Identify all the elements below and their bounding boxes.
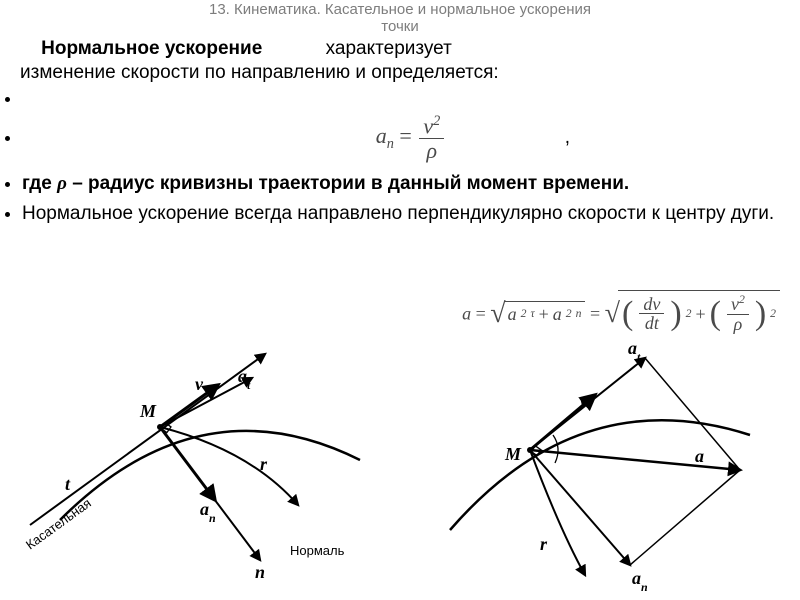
ta-an-sub: n — [576, 308, 582, 320]
f1-num-sup: 2 — [433, 113, 440, 129]
ta-at-sub: τ — [530, 308, 534, 320]
left-an: an — [200, 499, 216, 525]
right-diagram: M v at a an r — [450, 340, 750, 594]
ta-exp2: 2 — [770, 308, 776, 320]
slide-header: 13. Кинематика. Касательное и нормальное… — [0, 0, 800, 35]
right-at: at — [628, 340, 641, 364]
left-v: v — [195, 374, 204, 394]
left-at: at — [238, 366, 251, 392]
right-M: M — [504, 444, 522, 464]
right-v: v — [580, 392, 589, 412]
left-M: M — [139, 401, 157, 421]
ta-dt: dt — [639, 314, 664, 333]
intro-line2: изменение скорости по направлению и опре… — [20, 62, 499, 83]
bullet-perp: Нормальное ускорение всегда направлено п… — [22, 202, 800, 226]
ta-rho: ρ — [727, 315, 749, 334]
right-a: a — [695, 446, 704, 466]
left-normal-label: Нормаль — [290, 543, 345, 558]
f1-comma: , — [565, 126, 570, 150]
plus1: + — [539, 305, 549, 323]
f1-eq: = — [399, 123, 417, 148]
ta-a: a — [462, 303, 471, 323]
sqrt1-icon: √ — [490, 306, 505, 323]
plus2: + — [696, 305, 706, 323]
intro-rest1: характеризует — [326, 38, 452, 59]
f1-a-sub: n — [387, 136, 394, 152]
paren2-l: ( — [710, 302, 721, 326]
ta-at: a — [508, 305, 517, 323]
paren1-l: ( — [622, 302, 633, 326]
sqrt2-icon: √ — [605, 306, 620, 323]
bullet-radius: где ρ – радиус кривизны траектории в дан… — [22, 172, 800, 196]
header-line1: 13. Кинематика. Касательное и нормальное… — [209, 1, 591, 18]
radius-rest: – радиус кривизны траектории в данный мо… — [72, 173, 629, 194]
radius-rho: ρ — [57, 173, 67, 194]
bullet-empty-1 — [22, 87, 800, 111]
paren2-r: ) — [755, 302, 766, 326]
ta-an: a — [553, 305, 562, 323]
normal-accel-formula: an = v2 ρ , — [22, 114, 800, 162]
ta-v2: 2 — [739, 293, 745, 306]
ta-at-2: 2 — [521, 308, 527, 320]
ta-eq1: = — [476, 303, 491, 323]
f1-a: a — [376, 123, 387, 148]
f1-den: ρ — [419, 139, 444, 162]
paren1-r: ) — [670, 302, 681, 326]
ta-dv: dv — [639, 295, 664, 315]
perp-text: Нормальное ускорение всегда направлено п… — [22, 203, 774, 224]
header-line2: точки — [381, 18, 418, 35]
radius-prefix: где — [22, 173, 57, 194]
right-r: r — [540, 534, 548, 554]
ta-eq2: = — [590, 303, 605, 323]
ta-v: v — [731, 294, 739, 314]
left-r: r — [260, 454, 268, 474]
bullet-formula: an = v2 ρ , — [22, 114, 800, 162]
intro-paragraph: Нормальное ускорение характеризует измен… — [0, 37, 800, 85]
ta-exp1: 2 — [686, 308, 692, 320]
f1-num: v — [423, 114, 433, 139]
ta-an-2: 2 — [566, 308, 572, 320]
left-t: t — [65, 474, 71, 494]
diagrams: M v at an r n t Нормаль Касательная M v — [0, 340, 800, 600]
left-diagram: M v at an r n t Нормаль Касательная — [23, 354, 360, 582]
intro-bold: Нормальное ускорение — [41, 38, 262, 59]
bullet-list: an = v2 ρ , где ρ – радиус кривизны трае… — [22, 87, 800, 226]
total-accel-formula: a = √ a2τ + a2n = √ ( dv dt )2 + ( v2 ρ … — [462, 290, 780, 334]
right-an: an — [632, 568, 648, 594]
left-n: n — [255, 562, 265, 582]
